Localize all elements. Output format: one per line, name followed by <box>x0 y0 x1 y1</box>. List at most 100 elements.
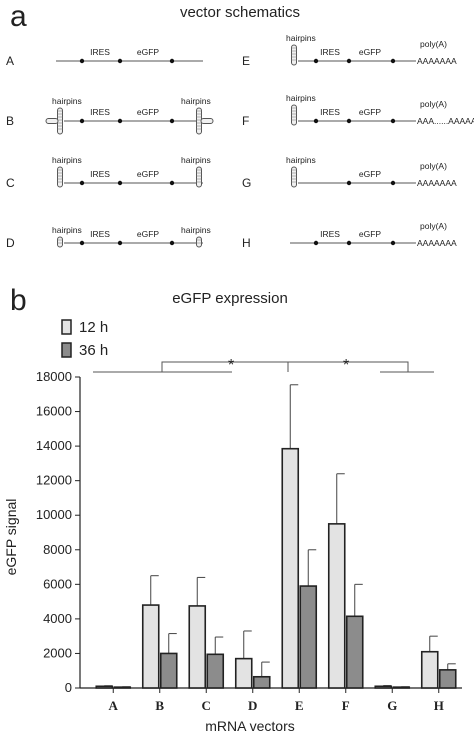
row-letter: C <box>6 176 15 190</box>
junction-dot <box>390 240 396 246</box>
junction-dot <box>390 180 396 186</box>
legend-swatch-12h <box>61 319 72 335</box>
hairpin-stem <box>57 236 63 248</box>
bar-e-12h <box>281 447 300 689</box>
egfp-label: eGFP <box>137 169 160 179</box>
hairpins-label: hairpins <box>52 96 82 106</box>
panel-a-letter: a <box>10 0 27 33</box>
row-letter: H <box>242 236 251 250</box>
legend-swatch-36h <box>61 342 72 358</box>
y-tick-label: 16000 <box>36 404 72 419</box>
junction-dot <box>346 240 352 246</box>
hairpin-left: hairpins <box>286 33 316 66</box>
row-letter: D <box>6 236 15 250</box>
hairpin-left: hairpins <box>52 155 82 188</box>
chart-title: eGFP expression <box>172 290 288 307</box>
junction-dot <box>390 58 396 64</box>
hairpin-right: hairpins <box>181 96 214 135</box>
ires-label: IRES <box>320 107 340 117</box>
junction-dot <box>390 118 396 124</box>
bar-chart: 0 2000 4000 6000 8000 10000 12000 14000 16000 180… <box>36 369 462 713</box>
bar-b-12h <box>141 604 160 689</box>
ires-label: IRES <box>320 229 340 239</box>
x-axis-label: mRNA vectors <box>205 718 294 734</box>
hairpin-stem <box>196 236 202 248</box>
hairpin-left: hairpins <box>45 96 82 135</box>
legend: 12 h 36 h <box>61 319 108 359</box>
ires-label: IRES <box>320 47 340 57</box>
y-tick-label: 4000 <box>43 611 72 626</box>
junction-dot <box>313 58 319 64</box>
hairpins-label: hairpins <box>181 96 211 106</box>
bar-g-36h <box>392 686 411 689</box>
y-axis-label: eGFP signal <box>3 499 19 576</box>
junction-dot <box>313 240 319 246</box>
polya-tail: AAAAAAA <box>417 56 457 66</box>
bar-c-36h <box>206 653 225 689</box>
polya-label: poly(A) <box>420 161 447 171</box>
significance-star-right: * <box>343 357 349 374</box>
ires-label: IRES <box>90 169 110 179</box>
junction-dot <box>117 180 123 186</box>
x-tick-label: A <box>109 698 119 713</box>
egfp-label: eGFP <box>137 107 160 117</box>
polya-label: poly(A) <box>420 39 447 49</box>
significance-star-left: * <box>228 357 234 374</box>
y-tick-label: 12000 <box>36 473 72 488</box>
hairpins-label: hairpins <box>52 155 82 165</box>
junction-dot <box>79 180 85 186</box>
x-tick-label: B <box>155 698 164 713</box>
junction-dot <box>346 118 352 124</box>
bar-c-12h <box>188 605 207 689</box>
row-letter: G <box>242 176 251 190</box>
y-tick-label: 14000 <box>36 438 72 453</box>
legend-label-12h: 12 h <box>79 319 108 336</box>
significance-brackets: * * <box>93 357 434 374</box>
bar-d-12h <box>234 657 253 689</box>
hairpin-right: hairpins <box>181 225 211 248</box>
polya-label: poly(A) <box>420 221 447 231</box>
polya-tail: AAA......AAAAAAA <box>417 116 474 126</box>
bar-h-36h <box>438 669 457 689</box>
hairpins-label: hairpins <box>52 225 82 235</box>
hairpins-label: hairpins <box>286 33 316 43</box>
row-letter: B <box>6 114 14 128</box>
hairpin-right: hairpins <box>181 155 211 188</box>
egfp-label: eGFP <box>137 47 160 57</box>
hairpins-label: hairpins <box>286 155 316 165</box>
egfp-label: eGFP <box>359 107 382 117</box>
x-tick-label: F <box>342 698 350 713</box>
hairpins-label: hairpins <box>286 93 316 103</box>
junction-dot <box>169 118 175 124</box>
row-letter: A <box>6 54 14 68</box>
x-tick-label: G <box>387 698 397 713</box>
x-tick-label: E <box>295 698 304 713</box>
hairpin-left: hairpins <box>286 155 316 188</box>
egfp-label: eGFP <box>137 229 160 239</box>
junction-dot <box>313 118 319 124</box>
polya-tail: AAAAAAA <box>417 238 457 248</box>
bar-b-36h <box>159 652 178 689</box>
junction-dot <box>169 240 175 246</box>
junction-dot <box>79 118 85 124</box>
bar-f-12h <box>327 523 346 689</box>
bar-a-36h <box>113 686 132 689</box>
y-tick-label: 2000 <box>43 645 72 660</box>
x-tick-label: C <box>202 698 211 713</box>
y-tick-label: 0 <box>65 680 72 695</box>
junction-dot <box>346 58 352 64</box>
junction-dot <box>169 180 175 186</box>
ires-label: IRES <box>90 229 110 239</box>
ires-label: IRES <box>90 107 110 117</box>
hairpin-left: hairpins <box>286 93 316 126</box>
schematic-row-a: A IRES eGFP <box>6 47 203 68</box>
junction-dot <box>79 240 85 246</box>
bar-a-12h <box>95 685 114 689</box>
junction-dot <box>117 118 123 124</box>
